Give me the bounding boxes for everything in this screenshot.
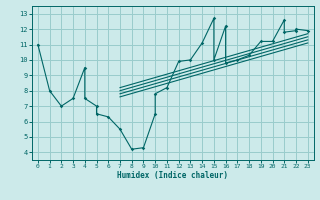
X-axis label: Humidex (Indice chaleur): Humidex (Indice chaleur): [117, 171, 228, 180]
